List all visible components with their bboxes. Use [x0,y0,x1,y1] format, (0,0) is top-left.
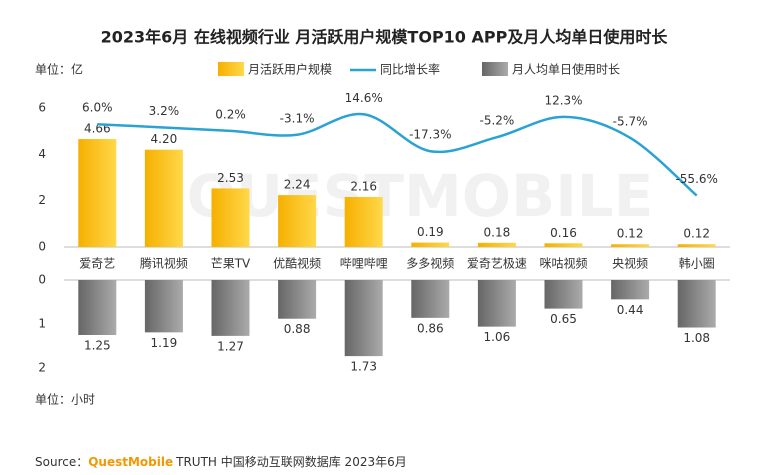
data-label: 0.18 [484,225,511,239]
x-tick-label: 优酷视频 [273,256,321,271]
y-tick-label: 1 [38,317,46,331]
data-label: 1.06 [484,330,511,344]
unit-label: 单位：亿 [35,62,83,77]
data-label: -5.2% [479,114,514,128]
data-label: 12.3% [544,93,582,107]
x-tick-label: 央视频 [612,256,648,271]
chart-title: 2023年6月 在线视频行业 月活跃用户规模TOP10 APP及月人均单日使用时… [101,28,669,47]
y-tick-label: 6 [38,101,46,115]
bar [78,280,117,335]
data-label: 3.2% [149,104,180,118]
bar [544,243,583,247]
bar [477,242,516,247]
data-label: 2.16 [350,179,377,193]
data-label: 0.12 [683,227,710,241]
bar [677,280,716,328]
x-tick-label: 多多视频 [406,256,454,271]
data-label: 0.12 [617,227,644,241]
data-label: 0.88 [284,322,311,336]
bar [344,196,383,247]
data-label: 1.25 [84,339,111,353]
x-tick-label: 哔哩哔哩 [340,257,388,271]
data-label: 2.53 [217,171,244,185]
unit-label: 单位：小时 [35,392,95,407]
bar [78,139,117,247]
bar [411,242,450,247]
legend-label: 月活跃用户规模 [248,62,332,77]
bar [144,149,183,247]
data-label: 1.27 [217,339,244,353]
x-tick-label: 爱奇艺极速 [467,257,527,271]
line [97,112,698,197]
data-label: 6.0% [82,101,113,115]
data-label: 1.19 [151,336,178,350]
source-label: Source： [35,455,88,469]
data-label: 2.24 [284,178,311,192]
data-label: 1.73 [350,360,377,374]
x-tick-label: 爱奇艺 [79,257,115,271]
bar [677,244,716,247]
data-label: 4.20 [151,132,178,146]
data-label: -3.1% [280,111,315,125]
data-label: 14.6% [345,91,383,105]
bar [411,280,450,318]
bar [477,280,516,327]
legend-label: 月人均单日使用时长 [512,62,620,77]
watermark: QUESTMOBILE [187,162,654,230]
data-label: 0.2% [215,107,246,121]
data-label: 0.16 [550,226,577,240]
bar [544,280,583,309]
source-text: TRUTH 中国移动互联网数据库 2023年6月 [175,454,407,469]
source-brand: QuestMobile [88,455,173,469]
x-tick-label: 腾讯视频 [140,256,188,271]
y-tick-label: 2 [38,361,46,375]
y-tick-label: 0 [38,273,46,287]
y-tick-label: 2 [38,193,46,207]
bar [211,188,250,247]
data-label: 0.44 [617,303,644,317]
bar [278,280,317,319]
x-tick-label: 韩小圈 [679,256,715,271]
bar [344,280,383,357]
x-tick-label: 咪咕视频 [539,256,587,271]
data-label: -17.3% [409,128,451,142]
data-label: 1.08 [683,331,710,345]
data-label: 0.19 [417,225,444,239]
bar [611,244,650,247]
data-label: 0.65 [550,312,577,326]
bar [611,280,650,300]
bar [144,280,183,333]
legend-swatch [482,62,508,76]
bar [278,195,317,247]
data-label: -5.7% [613,114,648,128]
y-tick-label: 4 [38,147,46,161]
source: Source：QuestMobile TRUTH 中国移动互联网数据库 2023年… [35,454,407,469]
y-tick-label: 0 [38,240,46,254]
data-label: 0.86 [417,321,444,335]
bar [211,280,250,336]
x-tick-label: 芒果TV [211,256,251,271]
legend-swatch [218,62,244,76]
data-label: -55.6% [675,172,717,186]
legend-label: 同比增长率 [380,62,440,77]
